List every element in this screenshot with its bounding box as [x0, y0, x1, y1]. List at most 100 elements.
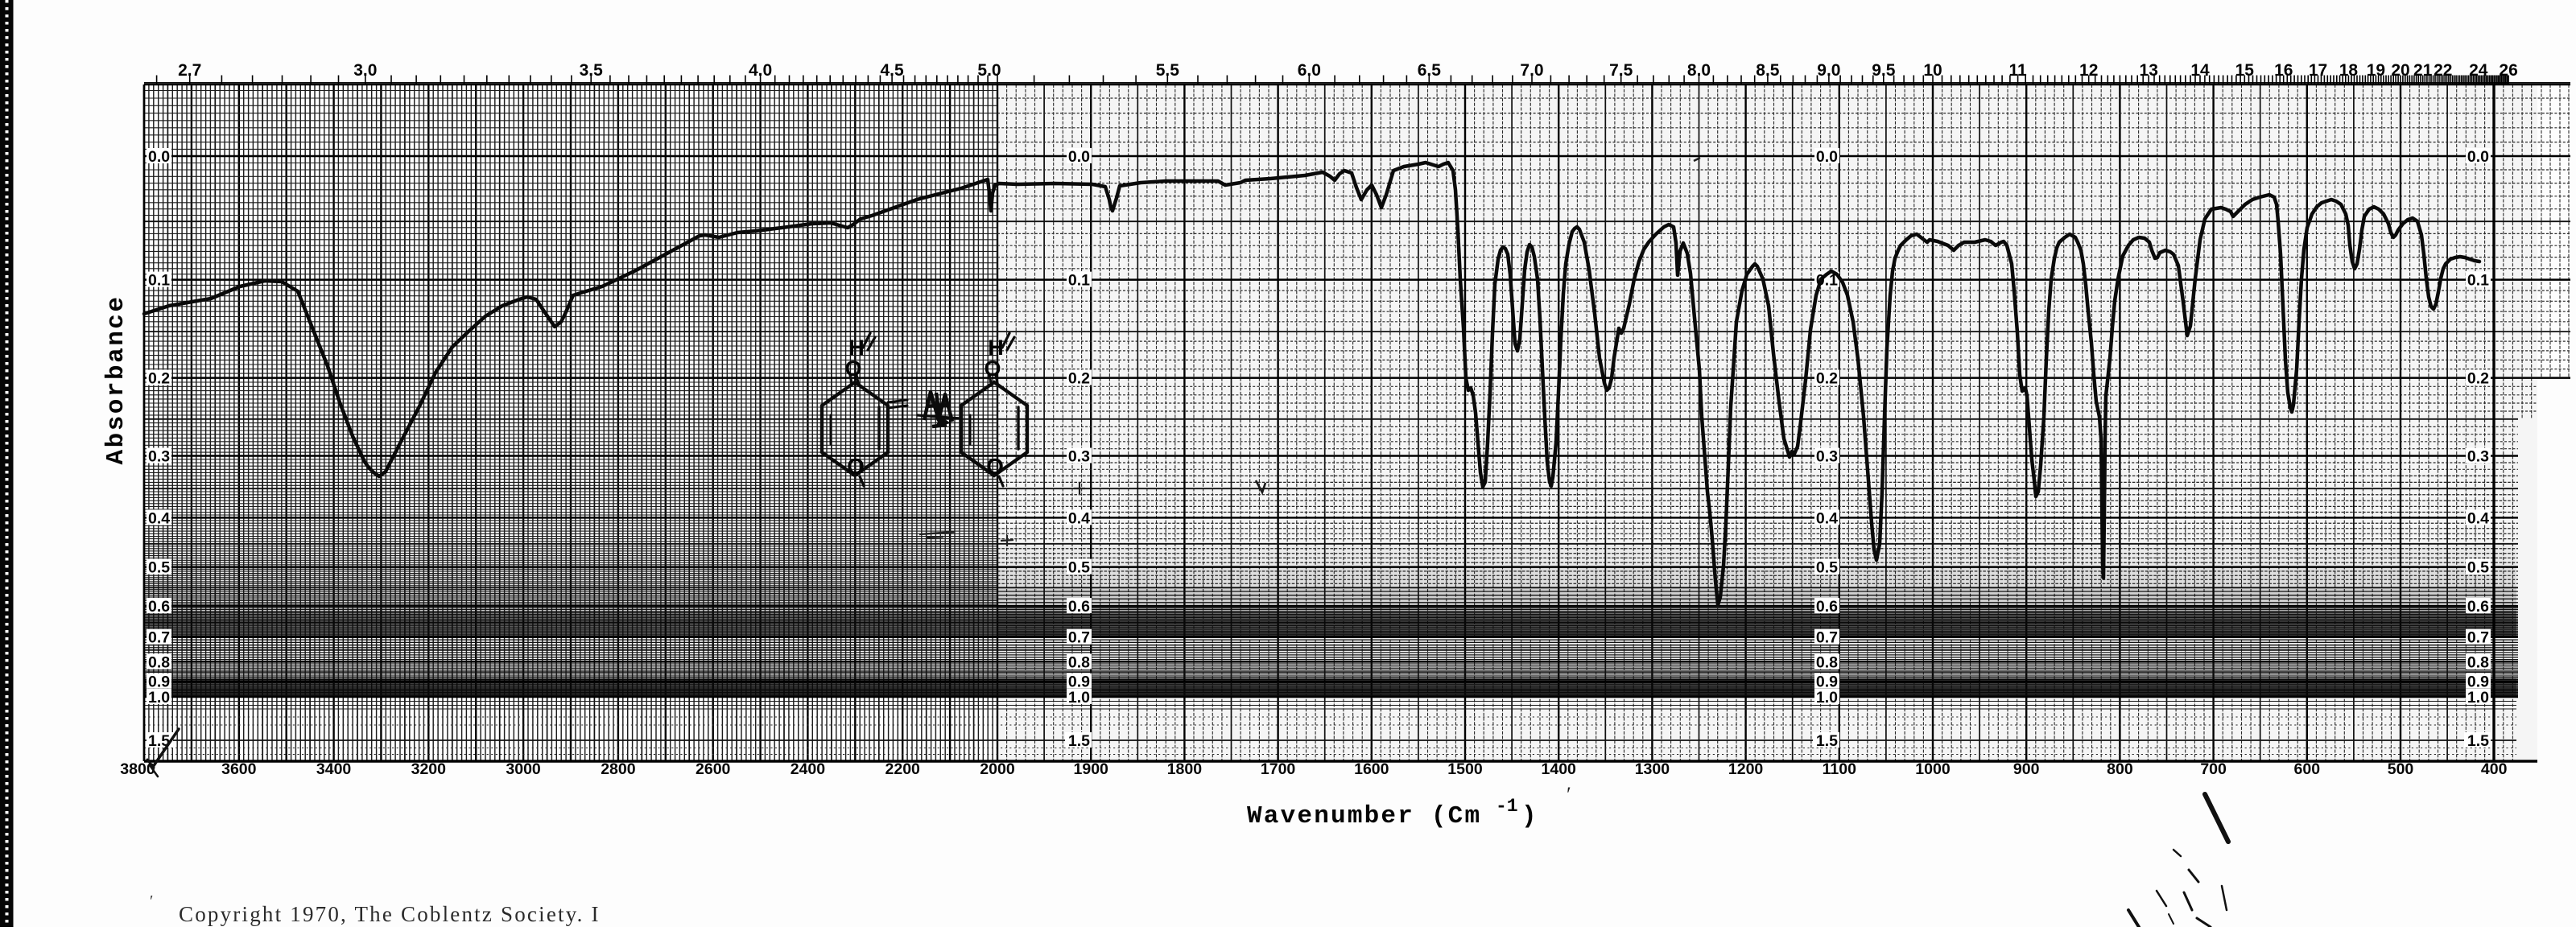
svg-text:900: 900: [2013, 760, 2040, 778]
svg-text:0.3: 0.3: [1816, 448, 1838, 466]
svg-text:0.2: 0.2: [1068, 370, 1090, 388]
svg-text:3200: 3200: [411, 760, 447, 778]
svg-text:1.5: 1.5: [148, 732, 170, 750]
svg-text:0.1: 0.1: [1068, 272, 1090, 290]
svg-text:H: H: [988, 336, 1004, 360]
svg-text:0.9: 0.9: [1068, 674, 1090, 691]
svg-text:1000: 1000: [1915, 760, 1951, 778]
svg-text:0.3: 0.3: [2467, 448, 2489, 466]
svg-text:0.7: 0.7: [1068, 629, 1090, 647]
svg-text:′: ′: [1567, 783, 1571, 806]
svg-text:0.4: 0.4: [1068, 509, 1090, 527]
svg-text:0.6: 0.6: [148, 598, 170, 616]
svg-text:O: O: [986, 454, 1004, 479]
svg-text:1.5: 1.5: [2467, 732, 2489, 750]
svg-text:2600: 2600: [696, 760, 731, 778]
svg-text:0.7: 0.7: [148, 629, 170, 647]
svg-text:5.5: 5.5: [1156, 61, 1180, 80]
svg-text:15: 15: [2235, 61, 2255, 80]
svg-text:0.4: 0.4: [2467, 509, 2489, 527]
svg-text:700: 700: [2200, 760, 2227, 778]
svg-text:1.0: 1.0: [1068, 689, 1090, 706]
svg-text:0.1: 0.1: [2467, 272, 2489, 290]
svg-text:2400: 2400: [791, 760, 826, 778]
svg-text:2.7: 2.7: [178, 61, 201, 80]
svg-text:0.7: 0.7: [1816, 629, 1838, 647]
svg-text:0.6: 0.6: [1816, 598, 1838, 616]
svg-text:Absorbance: Absorbance: [102, 295, 130, 464]
svg-text:0.4: 0.4: [148, 509, 170, 527]
svg-text:O: O: [844, 356, 861, 381]
svg-text:1500: 1500: [1447, 760, 1483, 778]
svg-text:O: O: [984, 356, 1001, 381]
svg-text:0.5: 0.5: [1068, 559, 1090, 577]
svg-text:3800: 3800: [120, 760, 155, 778]
svg-text:0.0: 0.0: [1068, 148, 1090, 166]
svg-text:0.0: 0.0: [148, 148, 170, 166]
svg-text:600: 600: [2294, 760, 2321, 778]
svg-text:14: 14: [2190, 61, 2210, 80]
svg-text:0.6: 0.6: [1068, 598, 1090, 616]
svg-text:0.7: 0.7: [2467, 629, 2489, 647]
svg-text:1.5: 1.5: [1068, 732, 1090, 750]
svg-text:13: 13: [2140, 61, 2158, 80]
svg-text:1.5: 1.5: [1816, 732, 1838, 750]
svg-text:16: 16: [2274, 61, 2293, 80]
svg-text:1.0: 1.0: [1816, 689, 1838, 706]
svg-text:1700: 1700: [1261, 760, 1296, 778]
svg-text:4.5: 4.5: [880, 61, 904, 80]
svg-text:3600: 3600: [221, 760, 257, 778]
svg-text:3.5: 3.5: [580, 61, 604, 80]
svg-text:0.3: 0.3: [148, 448, 170, 466]
svg-text:7.0: 7.0: [1520, 61, 1543, 80]
svg-text:1100: 1100: [1823, 760, 1856, 778]
svg-text:): ): [1521, 802, 1537, 830]
svg-text:4.0: 4.0: [749, 61, 772, 80]
svg-text:1400: 1400: [1542, 760, 1577, 778]
svg-text:0.3: 0.3: [1068, 448, 1090, 466]
svg-text:3000: 3000: [506, 760, 541, 778]
svg-text:0.9: 0.9: [2467, 674, 2489, 691]
svg-text:0.8: 0.8: [2467, 653, 2489, 671]
svg-text:1.0: 1.0: [2467, 689, 2489, 706]
svg-text:3.0: 3.0: [353, 61, 377, 80]
svg-text:17: 17: [2309, 61, 2327, 80]
svg-text:22: 22: [2434, 61, 2452, 80]
svg-text:500: 500: [2388, 760, 2414, 778]
svg-text:24: 24: [2469, 61, 2488, 80]
svg-text:2200: 2200: [886, 760, 921, 778]
svg-text:0.0: 0.0: [1816, 148, 1838, 166]
svg-text:6.5: 6.5: [1418, 61, 1442, 80]
svg-text:21: 21: [2413, 61, 2433, 80]
svg-text:-1: -1: [1496, 796, 1518, 817]
svg-text:Wavenumber (Cm: Wavenumber (Cm: [1247, 802, 1481, 830]
svg-text:0.9: 0.9: [148, 674, 170, 691]
svg-text:7.5: 7.5: [1609, 61, 1633, 80]
svg-text:400: 400: [2481, 760, 2508, 778]
svg-text:8.5: 8.5: [1756, 61, 1780, 80]
svg-text:1200: 1200: [1728, 760, 1764, 778]
svg-text:9.5: 9.5: [1872, 61, 1896, 80]
svg-text:1.0: 1.0: [148, 689, 170, 706]
svg-text:′: ′: [150, 892, 153, 910]
svg-text:0.8: 0.8: [1816, 653, 1838, 671]
svg-text:0.4: 0.4: [1816, 509, 1838, 527]
svg-text:0.0: 0.0: [2467, 148, 2489, 166]
svg-text:2000: 2000: [980, 760, 1015, 778]
svg-text:0.6: 0.6: [2467, 598, 2489, 616]
svg-text:0.2: 0.2: [2467, 370, 2489, 388]
svg-text:20: 20: [2391, 61, 2409, 80]
svg-text:10: 10: [1923, 61, 1942, 80]
svg-text:0.8: 0.8: [1068, 653, 1090, 671]
svg-text:8.0: 8.0: [1687, 61, 1711, 80]
svg-text:3400: 3400: [316, 760, 352, 778]
svg-text:0.5: 0.5: [2467, 559, 2489, 577]
svg-text:6.0: 6.0: [1298, 61, 1321, 80]
svg-text:12: 12: [2079, 61, 2098, 80]
svg-text:11: 11: [2008, 61, 2027, 80]
svg-text:0.8: 0.8: [148, 653, 170, 671]
svg-text:5.0: 5.0: [977, 61, 1001, 80]
svg-text:O: O: [847, 454, 865, 479]
svg-text:0.5: 0.5: [1816, 559, 1838, 577]
svg-text:0.1: 0.1: [148, 272, 170, 290]
